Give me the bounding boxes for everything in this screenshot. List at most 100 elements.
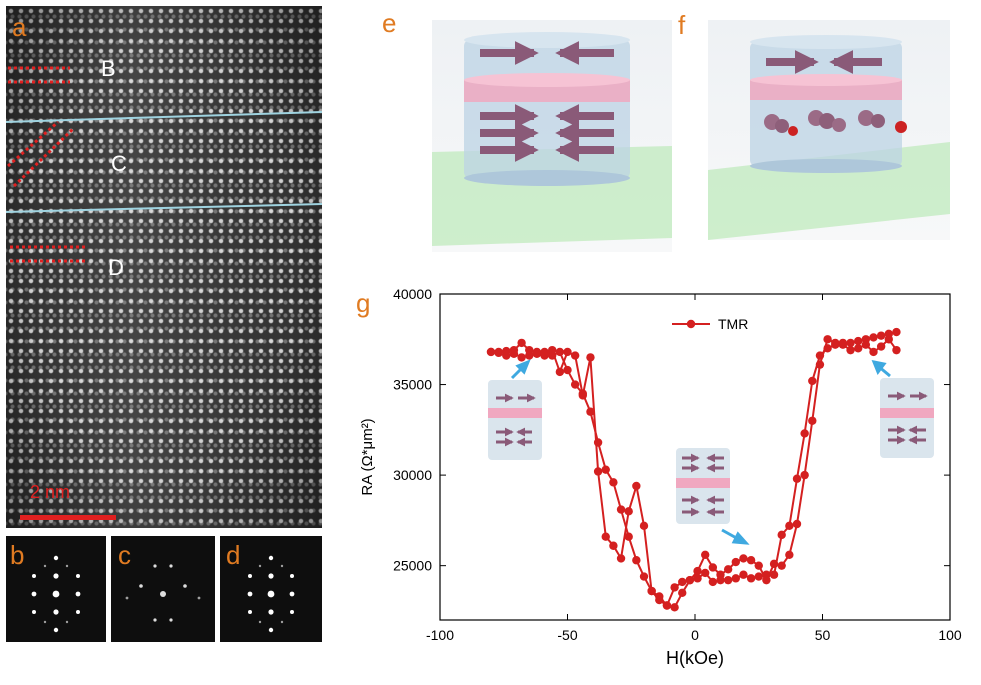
data-point (762, 575, 771, 585)
data-point (563, 365, 572, 375)
x-tick-label: -100 (426, 627, 454, 643)
inset-middle-device (676, 448, 730, 524)
data-point (586, 353, 595, 362)
pointer-arrows (510, 359, 891, 545)
lattice-guides-b (8, 66, 70, 84)
device-schematics (432, 20, 950, 252)
data-point (876, 342, 886, 351)
x-tick-label: -50 (557, 627, 577, 643)
data-point (601, 465, 610, 474)
data-point (792, 474, 802, 483)
y-axis-label: RA (Ω*μm²) (359, 418, 376, 495)
data-point (846, 338, 855, 348)
data-point (486, 347, 496, 357)
data-point (800, 470, 809, 480)
hrtem-overlay (6, 6, 322, 528)
data-point (808, 416, 817, 425)
data-point (647, 586, 656, 596)
data-point (509, 349, 519, 358)
data-point (708, 563, 718, 572)
data-point (502, 351, 511, 360)
data-point (616, 554, 626, 563)
y-tick-label: 40000 (393, 286, 432, 302)
interface-line-bottom (6, 203, 322, 213)
data-point (785, 550, 794, 559)
ra-chart: -100 -50 0 50 100 25000 30000 35000 40000 H(kOe) R… (359, 286, 962, 668)
y-tick-label: 25000 (393, 558, 432, 574)
data-point (632, 481, 641, 491)
data-point (785, 521, 794, 531)
panel-label-c: c (118, 540, 131, 570)
data-point (892, 327, 901, 337)
fft-pattern-b (6, 536, 106, 642)
hrtem-image (6, 6, 322, 528)
data-point (570, 380, 580, 389)
legend-label: TMR (718, 316, 748, 332)
inset-left-device (488, 380, 542, 460)
data-point (670, 583, 679, 592)
data-point (823, 335, 832, 344)
data-point (494, 348, 503, 358)
data-point (685, 575, 695, 585)
data-point (739, 554, 748, 563)
data-point (792, 519, 802, 529)
data-point (746, 556, 756, 565)
data-point (731, 557, 740, 567)
region-label-d: D (108, 255, 124, 280)
data-point (884, 335, 893, 344)
data-point (846, 345, 855, 355)
data-point (678, 588, 687, 598)
schematic-f (708, 20, 950, 240)
data-point (570, 351, 580, 360)
data-point (639, 572, 649, 581)
data-point (540, 351, 549, 360)
data-point (739, 570, 748, 579)
data-point (708, 577, 718, 587)
data-point (777, 530, 786, 540)
data-point (854, 344, 863, 353)
panel-label-g: g (356, 288, 371, 318)
data-point (624, 532, 633, 541)
data-point (662, 601, 672, 610)
data-point (586, 407, 595, 416)
data-point (701, 550, 710, 559)
x-tick-label: 0 (691, 627, 699, 643)
schematic-e (432, 20, 672, 252)
x-tick-label: 100 (938, 627, 962, 643)
inset-right-device (880, 378, 934, 458)
data-point (678, 577, 687, 587)
data-point (854, 336, 863, 346)
data-point (869, 347, 878, 357)
data-point (716, 570, 725, 579)
data-point (517, 338, 526, 348)
data-point (808, 376, 817, 386)
panel-label-e: e (382, 8, 397, 38)
data-point (693, 574, 702, 583)
data-point (769, 559, 779, 569)
y-tick-label: 35000 (393, 377, 432, 393)
scale-bar-label: 2 nm (30, 482, 71, 502)
y-tick-label: 30000 (393, 467, 432, 483)
data-point (548, 345, 557, 355)
mini-device-insets (488, 359, 934, 545)
data-point (578, 391, 587, 400)
data-point (838, 340, 848, 349)
data-point (815, 360, 825, 369)
fft-pattern-c (111, 536, 215, 642)
lattice-guides-d (10, 245, 88, 263)
scale-bar (20, 515, 116, 520)
data-point (869, 333, 878, 342)
data-point (731, 574, 740, 583)
data-point (831, 338, 840, 348)
data-point (754, 561, 763, 570)
data-point (525, 351, 534, 360)
data-point (616, 505, 626, 514)
x-axis-label: H(kOe) (666, 648, 724, 668)
panel-label-b: b (10, 540, 25, 570)
data-point (800, 429, 809, 438)
data-point (563, 347, 572, 357)
data-point (876, 331, 886, 340)
data-point (701, 568, 710, 578)
panel-label-d: d (226, 540, 241, 570)
panel-label-f: f (678, 10, 686, 40)
